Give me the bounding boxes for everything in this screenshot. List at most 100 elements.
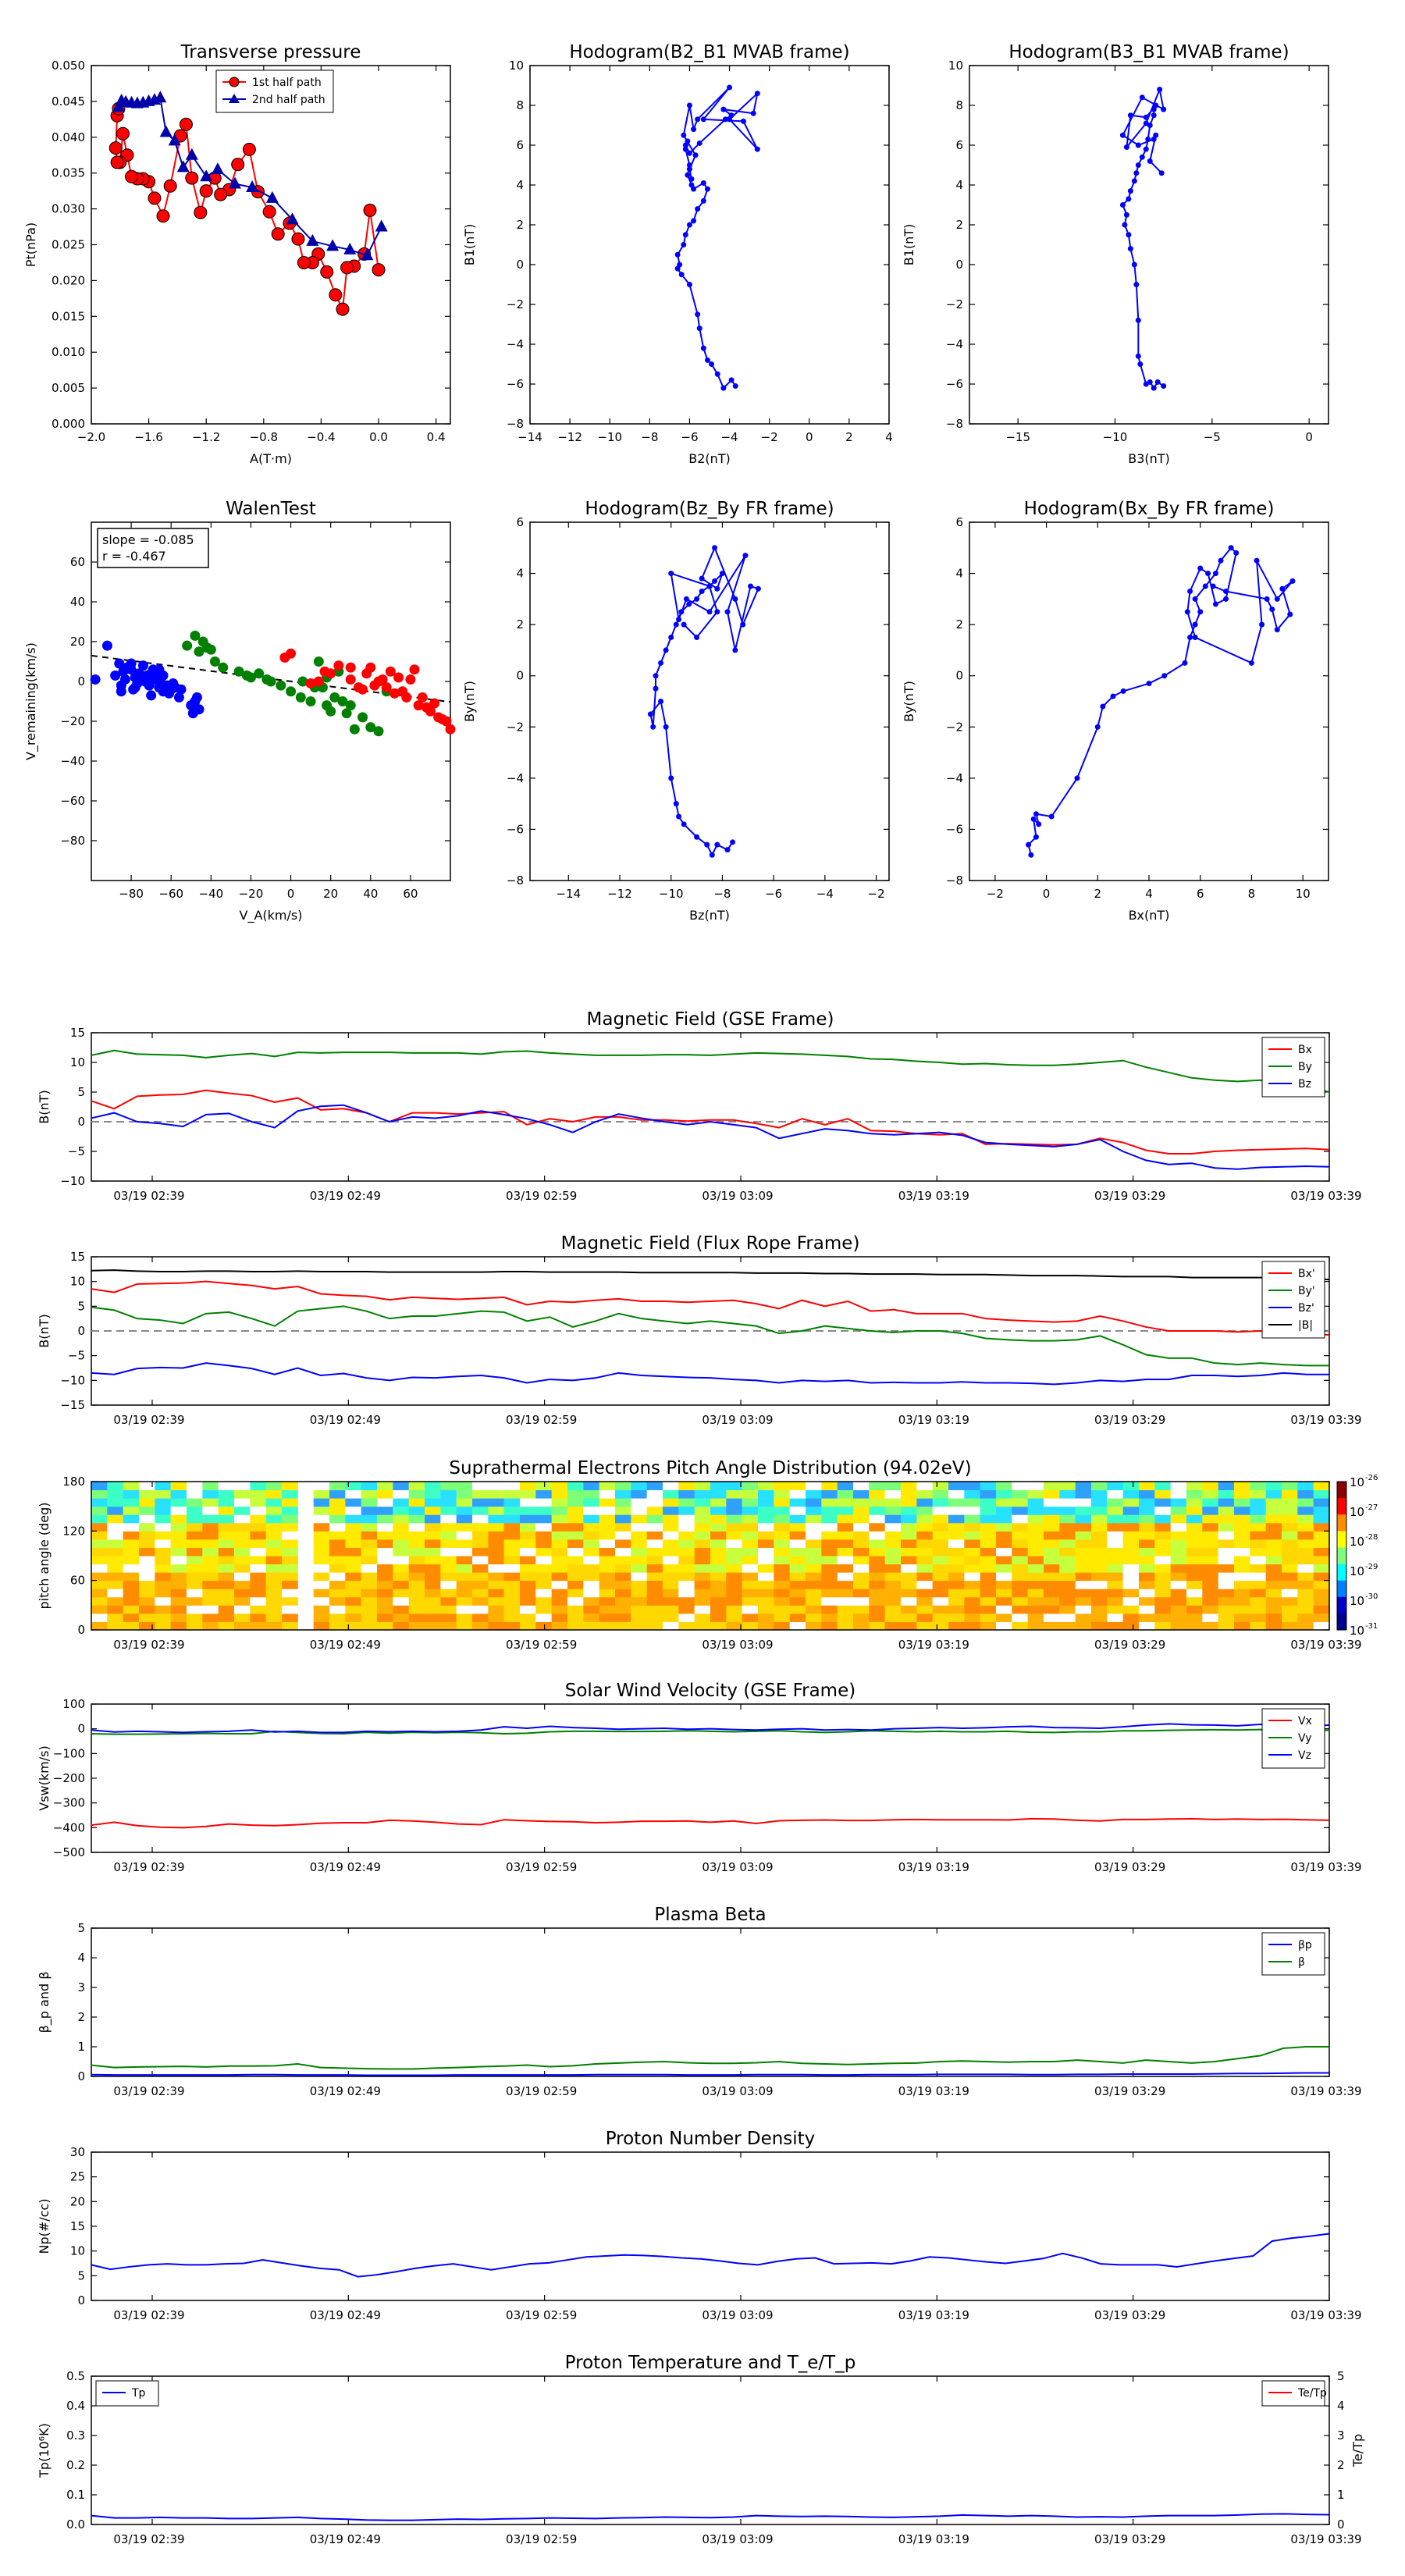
- data-marker: [1192, 596, 1198, 602]
- heatmap-cell: [694, 1498, 711, 1507]
- heatmap-cell: [948, 1547, 965, 1557]
- heatmap-cell: [1091, 1572, 1108, 1582]
- heatmap-cell: [187, 1556, 203, 1565]
- heatmap-cell: [535, 1613, 553, 1622]
- heatmap-cell: [710, 1531, 727, 1540]
- heatmap-cell: [615, 1514, 631, 1524]
- heatmap-cell: [916, 1589, 934, 1598]
- heatmap-cell: [1218, 1547, 1235, 1557]
- time-tick-label: 03/19 03:19: [898, 2308, 969, 2322]
- heatmap-cell: [488, 1589, 505, 1598]
- heatmap-cell: [663, 1489, 679, 1499]
- heatmap-cell: [1282, 1489, 1298, 1499]
- heatmap-cell: [806, 1506, 822, 1515]
- heatmap-cell: [187, 1482, 203, 1491]
- heatmap-cell: [1139, 1522, 1155, 1532]
- heatmap-cell: [329, 1514, 346, 1524]
- heatmap-cell: [1170, 1564, 1187, 1573]
- heatmap-cell: [806, 1621, 822, 1631]
- heatmap-cell: [393, 1605, 410, 1614]
- heatmap-cell: [1059, 1564, 1076, 1573]
- heatmap-cell: [139, 1514, 155, 1524]
- data-marker: [727, 116, 733, 123]
- heatmap-cell: [456, 1489, 473, 1499]
- heatmap-cell: [1107, 1482, 1124, 1491]
- heatmap-cell: [440, 1572, 457, 1582]
- time-tick-label: 03/19 02:39: [113, 2308, 184, 2322]
- heatmap-cell: [1075, 1556, 1092, 1565]
- heatmap-cell: [1075, 1522, 1092, 1532]
- heatmap-cell: [1186, 1531, 1203, 1540]
- heatmap-cell: [123, 1482, 140, 1491]
- data-marker: [1153, 102, 1159, 109]
- heatmap-cell: [1250, 1572, 1267, 1582]
- heatmap-cell: [1044, 1556, 1060, 1565]
- heatmap-cell: [282, 1539, 298, 1548]
- y-tick-label: 6: [516, 515, 524, 529]
- heatmap-cell: [123, 1556, 140, 1565]
- scatter-point: [333, 660, 344, 671]
- heatmap-cell: [282, 1531, 298, 1540]
- heatmap-cell: [377, 1572, 393, 1582]
- heatmap-cell: [313, 1556, 330, 1565]
- heatmap-cell: [1012, 1531, 1029, 1540]
- heatmap-cell: [726, 1547, 743, 1557]
- data-marker: [712, 578, 718, 584]
- heatmap-cell: [932, 1547, 949, 1557]
- heatmap-cell: [425, 1514, 441, 1524]
- heatmap-cell: [1250, 1564, 1267, 1573]
- y-tick-label: −500: [53, 1845, 85, 1859]
- data-marker: [361, 248, 374, 261]
- data-marker: [691, 126, 697, 133]
- heatmap-cell: [567, 1564, 584, 1573]
- heatmap-cell: [361, 1547, 378, 1557]
- scatter-point: [425, 706, 436, 717]
- heatmap-cell: [456, 1596, 473, 1606]
- heatmap-cell: [408, 1589, 425, 1598]
- heatmap-cell: [1202, 1605, 1219, 1614]
- heatmap-cell: [710, 1498, 727, 1507]
- heatmap-cell: [551, 1489, 568, 1499]
- heatmap-cell: [1265, 1621, 1282, 1631]
- heatmap-cell: [282, 1621, 298, 1631]
- heatmap-cell: [1297, 1539, 1314, 1548]
- data-marker: [1139, 154, 1145, 160]
- scatter-point: [405, 674, 416, 685]
- scatter-point: [191, 692, 202, 703]
- heatmap-cell: [139, 1613, 155, 1622]
- y2-axis-label: Te/Tp: [1350, 2434, 1365, 2467]
- heatmap-cell: [837, 1589, 854, 1598]
- heatmap-cell: [726, 1498, 743, 1507]
- heatmap-cell: [170, 1514, 187, 1524]
- heatmap-cell: [583, 1522, 600, 1532]
- heatmap-cell: [408, 1613, 425, 1622]
- data-marker: [1161, 106, 1167, 112]
- time-tick-label: 03/19 02:49: [310, 1189, 381, 1203]
- y-tick-label: −200: [53, 1771, 85, 1785]
- heatmap-cell: [901, 1489, 917, 1499]
- heatmap-cell: [678, 1489, 695, 1499]
- chart-title: Suprathermal Electrons Pitch Angle Distr…: [449, 1458, 971, 1478]
- y-tick-label: 0: [77, 1722, 85, 1736]
- heatmap-cell: [1075, 1580, 1092, 1589]
- heatmap-cell: [1202, 1522, 1219, 1532]
- heatmap-cell: [901, 1564, 917, 1573]
- heatmap-cell: [1282, 1572, 1298, 1582]
- heatmap-cell: [425, 1531, 441, 1540]
- data-marker: [1289, 578, 1296, 584]
- heatmap-cell: [1265, 1531, 1282, 1540]
- heatmap-cell: [1091, 1589, 1108, 1598]
- heatmap-cell: [980, 1605, 997, 1614]
- x-tick-label: −10: [597, 430, 622, 444]
- heatmap-cell: [551, 1522, 568, 1532]
- heatmap-cell: [1313, 1596, 1330, 1606]
- heatmap-cell: [1091, 1539, 1108, 1548]
- x-tick-label: −15: [1005, 430, 1030, 444]
- heatmap-cell: [361, 1572, 378, 1582]
- time-tick-label: 03/19 03:39: [1290, 1860, 1361, 1874]
- heatmap-cell: [916, 1498, 934, 1507]
- data-marker: [297, 255, 311, 269]
- heatmap-cell: [1122, 1531, 1140, 1540]
- heatmap-cell: [234, 1531, 251, 1540]
- y-tick-label: 60: [70, 1574, 85, 1588]
